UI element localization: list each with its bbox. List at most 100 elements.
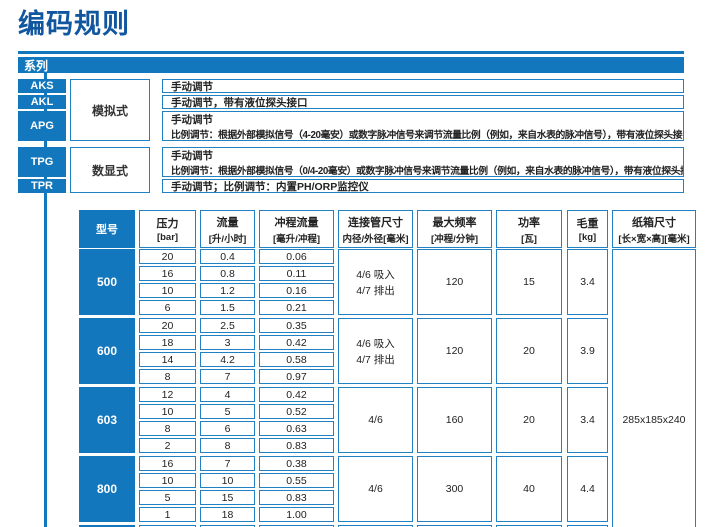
spec-header-stroke-l2: [毫升/冲程] — [273, 233, 320, 245]
spec-header-power-l1: 功率 — [518, 216, 540, 229]
spec-cell: 0.4 — [200, 249, 255, 264]
spec-cell: 16 — [139, 456, 196, 471]
spec-cell: 3 — [200, 335, 255, 350]
spec-carton-cell: 285x185x240 — [612, 249, 696, 527]
spec-cell: 2 — [139, 438, 196, 453]
spec-header-model: 型号 — [79, 210, 135, 248]
spec-cell: 10 — [139, 283, 196, 298]
spec-cell: 1.5 — [200, 300, 255, 315]
spec-header-pressure-l2: [bar] — [156, 232, 179, 243]
spec-cell: 1.00 — [259, 507, 334, 522]
spec-cell — [200, 525, 255, 527]
spec-header-flow-l1: 流量 — [216, 216, 239, 229]
spec-cell: 0.52 — [259, 404, 334, 419]
spec-header-stroke: 冲程流量 [毫升/冲程] — [259, 210, 334, 248]
series-desc-tpg-line2: 比例调节：根据外部模拟信号（0/4-20毫安）或数字脉冲信号来调节流量比例（例如… — [171, 165, 684, 177]
spec-header-flow-l2: [升/小时] — [208, 233, 247, 245]
spec-frequency-500: 120 — [417, 249, 492, 315]
spec-connection-603: 4/6 — [338, 387, 413, 453]
spec-header-frequency: 最大频率 [冲程/分钟] — [417, 210, 492, 248]
spec-cell: 12 — [139, 387, 196, 402]
spec-header-weight: 毛重 [kg] — [567, 210, 608, 248]
spec-cell: 4.2 — [200, 352, 255, 367]
spec-connection-600-l2: 4/7 排出 — [356, 353, 395, 366]
spec-header-flow: 流量 [升/小时] — [200, 210, 255, 248]
spec-header-frequency-l2: [冲程/分钟] — [431, 233, 478, 245]
spec-cell: 0.42 — [259, 335, 334, 350]
spec-cell: 0.42 — [259, 387, 334, 402]
spec-cell: 6 — [200, 421, 255, 436]
title-rule — [18, 51, 684, 54]
spec-cell: 6 — [139, 300, 196, 315]
series-code-akl: AKL — [18, 95, 66, 109]
series-code-tpr: TPR — [18, 179, 66, 193]
spec-cell — [417, 525, 492, 527]
spec-cell: 1 — [139, 507, 196, 522]
spec-connection-600: 4/6 吸入 4/7 排出 — [338, 318, 413, 384]
spec-weight-500: 3.4 — [567, 249, 608, 315]
spec-connection-800: 4/6 — [338, 456, 413, 522]
series-code-apg: APG — [18, 111, 66, 141]
spec-model-next-partial — [79, 525, 135, 527]
spec-cell: 5 — [139, 490, 196, 505]
spec-cell: 15 — [200, 490, 255, 505]
spec-power-800: 40 — [496, 456, 562, 522]
spec-frequency-800: 300 — [417, 456, 492, 522]
spec-cell: 16 — [139, 266, 196, 281]
spec-header-weight-l1: 毛重 — [576, 218, 599, 230]
spec-cell: 10 — [139, 404, 196, 419]
series-desc-apg-line2: 比例调节：根据外部模拟信号（4-20毫安）或数字脉冲信号来调节流量比例（例如，来… — [171, 129, 684, 141]
series-desc-tpg: 手动调节 比例调节：根据外部模拟信号（0/4-20毫安）或数字脉冲信号来调节流量… — [162, 147, 684, 177]
page-title: 编码规则 — [18, 9, 130, 39]
spec-cell: 0.55 — [259, 473, 334, 488]
spec-cell: 20 — [139, 249, 196, 264]
spec-header-carton: 纸箱尺寸 [长×宽×高][毫米] — [612, 210, 696, 248]
spec-model-800: 800 — [79, 456, 135, 522]
spec-connection-500-l1: 4/6 吸入 — [356, 268, 395, 281]
spec-cell: 0.21 — [259, 300, 334, 315]
spec-cell: 5 — [200, 404, 255, 419]
spec-weight-800: 4.4 — [567, 456, 608, 522]
spec-cell: 2.5 — [200, 318, 255, 333]
spec-cell: 8 — [139, 369, 196, 384]
spec-header-pressure: 压力 [bar] — [139, 210, 196, 248]
series-header-label: 系列 — [24, 58, 49, 73]
spec-cell: 0.83 — [259, 490, 334, 505]
series-code-aks: AKS — [18, 79, 66, 93]
series-desc-aks: 手动调节 — [162, 79, 684, 93]
spec-connection-500: 4/6 吸入 4/7 排出 — [338, 249, 413, 315]
spec-cell: 20 — [139, 318, 196, 333]
connector-line — [44, 73, 47, 527]
spec-cell: 10 — [139, 473, 196, 488]
spec-cell: 0.16 — [259, 283, 334, 298]
spec-cell — [338, 525, 413, 527]
spec-cell: 0.58 — [259, 352, 334, 367]
spec-power-600: 20 — [496, 318, 562, 384]
spec-power-603: 20 — [496, 387, 562, 453]
spec-cell: 7 — [200, 369, 255, 384]
series-desc-akl: 手动调节，带有液位探头接口 — [162, 95, 684, 109]
series-desc-tpg-line1: 手动调节 — [171, 149, 213, 162]
spec-model-603: 603 — [79, 387, 135, 453]
spec-cell: 0.83 — [259, 438, 334, 453]
spec-cell: 10 — [200, 473, 255, 488]
spec-header-connection: 连接管尺寸 内径/外径[毫米] — [338, 210, 413, 248]
spec-cell: 18 — [200, 507, 255, 522]
series-type-analog: 模拟式 — [70, 79, 150, 141]
spec-cell: 0.38 — [259, 456, 334, 471]
spec-weight-603: 3.4 — [567, 387, 608, 453]
series-desc-tpr-text: 手动调节；比例调节：内置PH/ORP监控仪 — [171, 180, 369, 193]
spec-cell: 8 — [200, 438, 255, 453]
spec-cell: 1.2 — [200, 283, 255, 298]
spec-cell: 0.63 — [259, 421, 334, 436]
spec-header-carton-l2: [长×宽×高][毫米] — [618, 233, 690, 245]
spec-header-model-label: 型号 — [96, 224, 118, 236]
series-type-digital: 数显式 — [70, 147, 150, 193]
series-desc-apg: 手动调节 比例调节：根据外部模拟信号（4-20毫安）或数字脉冲信号来调节流量比例… — [162, 111, 684, 141]
spec-frequency-600: 120 — [417, 318, 492, 384]
spec-cell — [259, 525, 334, 527]
spec-cell: 14 — [139, 352, 196, 367]
spec-header-stroke-l1: 冲程流量 — [274, 216, 319, 229]
spec-header-weight-l2: [kg] — [578, 232, 597, 243]
spec-header-connection-l2: 内径/外径[毫米] — [342, 233, 409, 245]
